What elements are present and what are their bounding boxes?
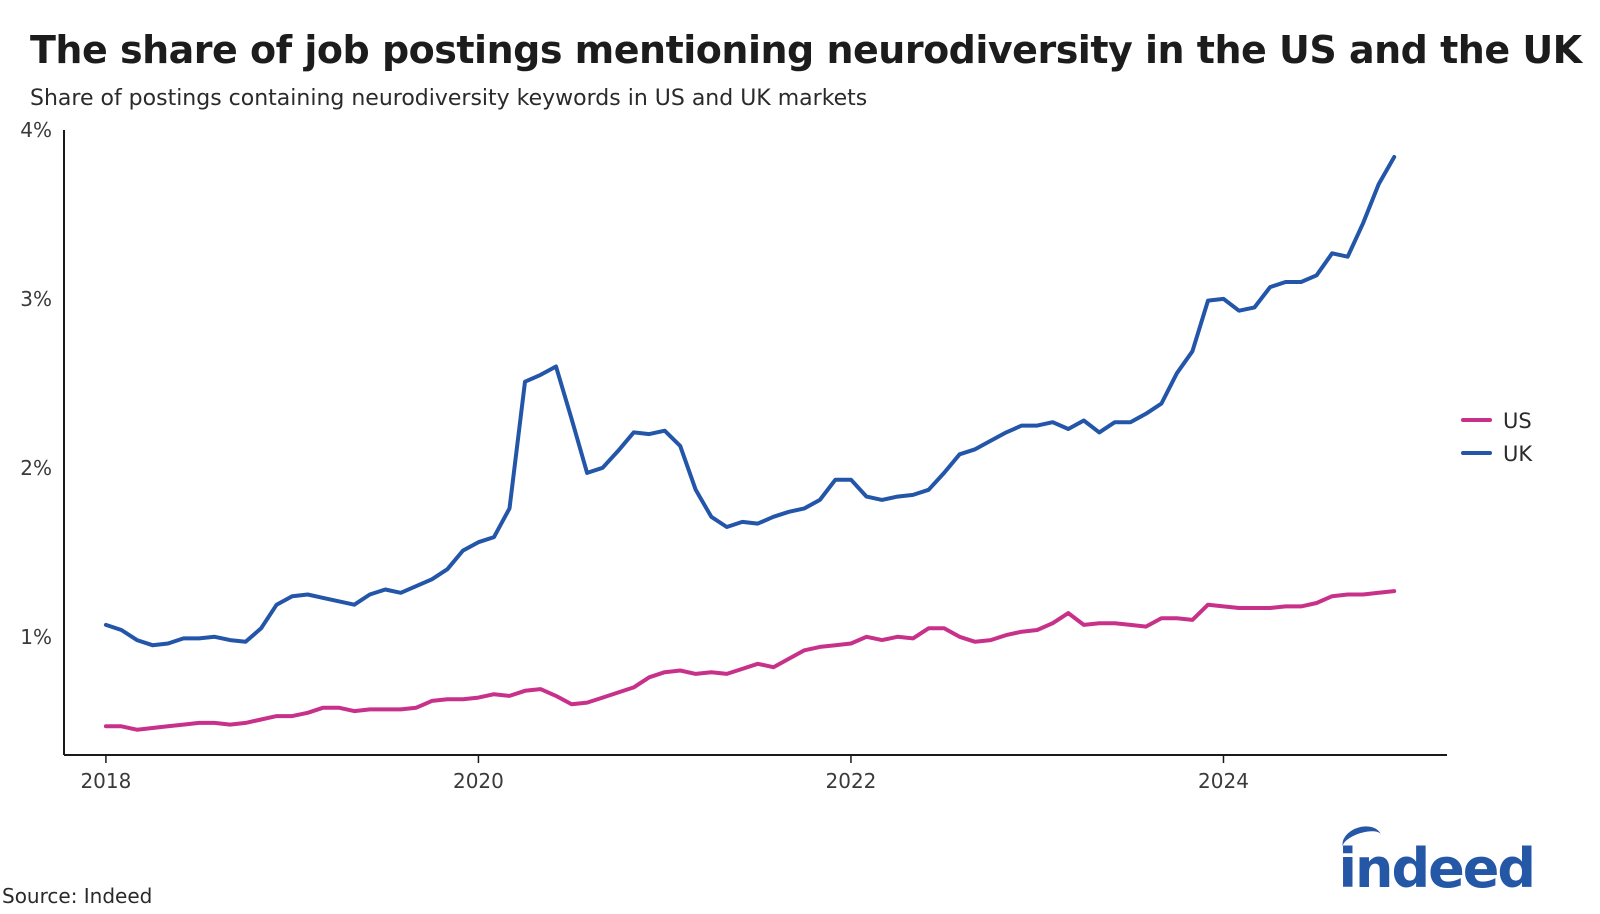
indeed-logo: indeed — [1338, 821, 1536, 900]
chart-title: The share of job postings mentioning neu… — [30, 28, 1582, 72]
y-tick-label: 4% — [20, 118, 52, 142]
logo-wordmark: indeed — [1338, 837, 1536, 900]
series-layer — [103, 155, 1397, 732]
source-note: Source: Indeed — [2, 884, 153, 908]
x-tick-label: 2020 — [453, 769, 504, 793]
chart-subtitle: Share of postings containing neurodivers… — [30, 86, 868, 111]
chart-legend: US UK — [1461, 409, 1533, 466]
legend-label-us: US — [1503, 409, 1532, 433]
y-tick-label: 3% — [20, 287, 52, 311]
series-line-us — [103, 589, 1397, 732]
x-tick-label: 2024 — [1198, 769, 1249, 793]
legend-label-uk: UK — [1503, 442, 1533, 466]
x-tick-label: 2022 — [826, 769, 877, 793]
y-tick-label: 1% — [20, 625, 52, 649]
series-line-uk — [103, 155, 1397, 648]
y-tick-label: 2% — [20, 456, 52, 480]
chart-axes: 1% 2% 3% 4% 2018 2020 2022 2024 — [20, 118, 1447, 793]
x-tick-label: 2018 — [80, 769, 131, 793]
